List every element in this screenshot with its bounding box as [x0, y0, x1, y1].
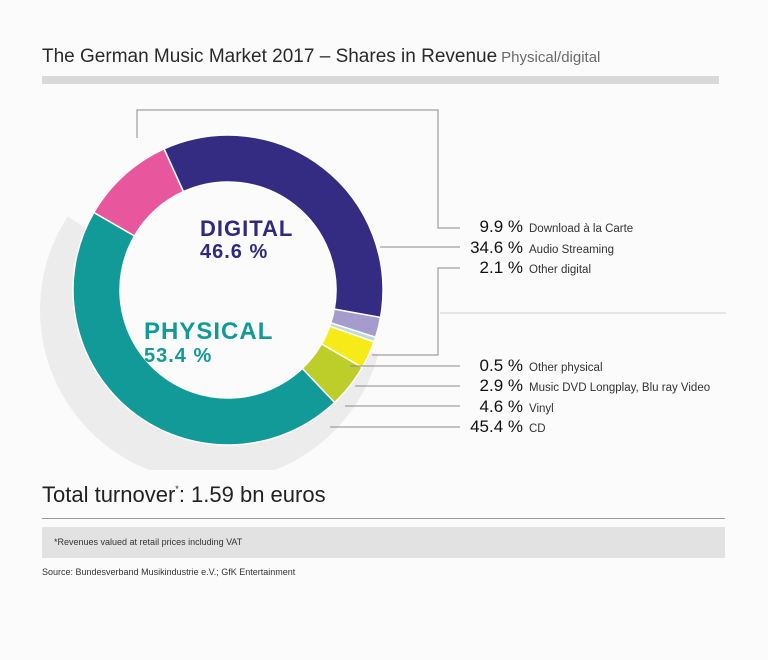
slice-cd — [72, 211, 336, 446]
total-turnover: Total turnover*: 1.59 bn euros — [42, 482, 326, 508]
leader-digital-bracket-bottom — [372, 267, 460, 356]
chart-title: The German Music Market 2017 – Shares in… — [42, 46, 600, 68]
legend-value: 0.5 % — [479, 356, 523, 375]
chart-subtitle: Physical/digital — [501, 49, 601, 66]
legend-value: 4.6 % — [479, 397, 523, 416]
legend-value: 9.9 % — [479, 217, 523, 236]
title-underline-bar — [42, 76, 719, 84]
digital-group-value: 46.6 % — [200, 241, 268, 263]
legend-label: Audio Streaming — [529, 244, 615, 256]
legend-label: Download à la Carte — [529, 223, 634, 235]
legend-label: Other physical — [529, 362, 603, 374]
slice-audio-streaming — [163, 134, 384, 319]
legend-label: Vinyl — [529, 403, 554, 415]
footnote-text: *Revenues valued at retail prices includ… — [54, 537, 243, 547]
legend-value: 45.4 % — [470, 417, 523, 436]
legend-item-other-physical: 0.5 % Other physical — [468, 356, 603, 376]
total-value: : 1.59 bn euros — [178, 482, 326, 507]
physical-group-value: 53.4 % — [144, 345, 212, 367]
legend-item-music-dvd-longplay-blu-ray-video: 2.9 % Music DVD Longplay, Blu ray Video — [468, 376, 711, 396]
total-label: Total turnover — [42, 482, 176, 507]
legend-item-audio-streaming: 34.6 % Audio Streaming — [468, 238, 614, 258]
total-divider — [42, 518, 725, 519]
footnote-box: *Revenues valued at retail prices includ… — [42, 527, 725, 558]
legend-label: CD — [529, 423, 546, 435]
legend-label: Other digital — [529, 264, 592, 276]
legend-value: 2.1 % — [479, 258, 523, 277]
legend-item-other-digital: 2.1 % Other digital — [468, 258, 592, 278]
leader-digital-bracket-top — [136, 109, 460, 229]
legend-value: 34.6 % — [470, 238, 523, 257]
total-footnote-mark: * — [175, 484, 179, 494]
legend-item-vinyl: 4.6 % Vinyl — [468, 397, 554, 417]
legend-value: 2.9 % — [479, 376, 523, 395]
legend-item-download-la-carte: 9.9 % Download à la Carte — [468, 217, 634, 237]
digital-group-label: DIGITAL — [200, 216, 293, 241]
legend-item-cd: 45.4 % CD — [468, 417, 546, 437]
source-text: Source: Bundesverband Musikindustrie e.V… — [42, 567, 296, 577]
chart-title-text: The German Music Market 2017 – Shares in… — [42, 46, 498, 67]
physical-group-label: PHYSICAL — [144, 318, 273, 345]
legend-label: Music DVD Longplay, Blu ray Video — [529, 382, 711, 394]
